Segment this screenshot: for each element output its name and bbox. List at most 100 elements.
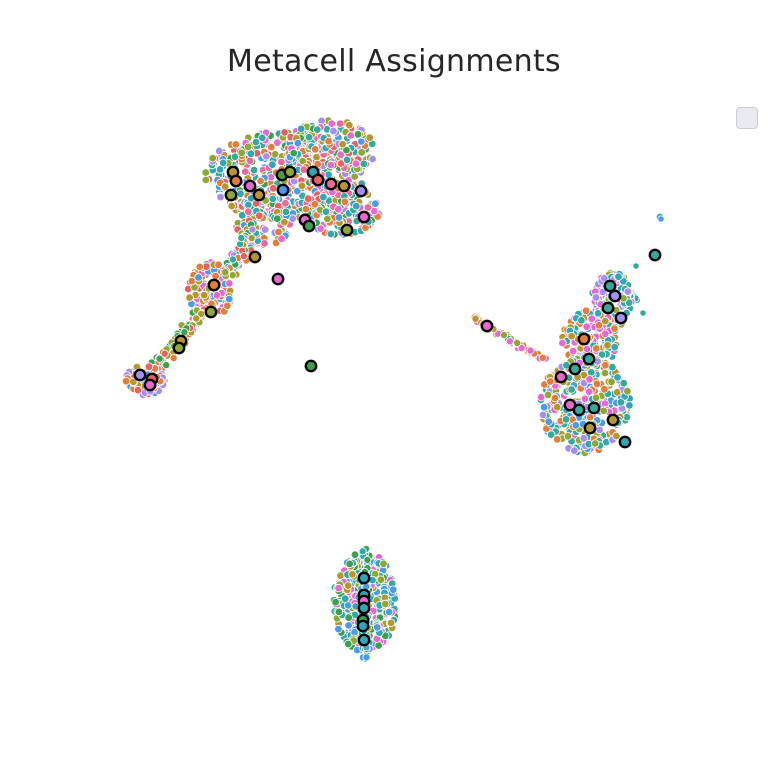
cell-point	[600, 385, 609, 394]
cell-point	[592, 379, 602, 388]
cell-point	[231, 140, 240, 149]
cell-point	[561, 415, 571, 424]
cell-point	[581, 306, 591, 315]
cell-point	[248, 225, 257, 234]
cell-point	[381, 599, 390, 609]
metacell-point	[304, 359, 318, 373]
cell-point	[334, 624, 343, 634]
cell-point	[304, 132, 314, 142]
cell-point	[348, 570, 357, 579]
cell-point	[582, 344, 592, 354]
cell-point	[194, 273, 203, 282]
cell-point	[338, 139, 347, 149]
cell-point	[336, 159, 346, 168]
cell-point	[610, 343, 619, 352]
metacell-point	[648, 248, 662, 262]
cell-point	[185, 293, 194, 302]
cell-point	[544, 417, 553, 426]
cell-point	[350, 172, 359, 181]
cell-point	[612, 431, 621, 441]
cell-point	[358, 547, 367, 556]
cell-point	[220, 182, 230, 191]
cell-point	[601, 316, 610, 326]
cell-point	[269, 184, 278, 193]
cell-point	[301, 204, 311, 214]
cell-point	[386, 618, 396, 628]
cell-point	[334, 213, 344, 222]
cell-point	[612, 388, 622, 397]
cell-point	[256, 176, 265, 186]
metacell-point	[356, 619, 370, 633]
cell-point	[350, 550, 360, 559]
cell-point	[591, 293, 601, 302]
cell-point	[543, 390, 553, 399]
cell-point	[374, 641, 383, 650]
cell-point	[144, 362, 154, 371]
metacell-point	[572, 403, 586, 417]
cell-point	[211, 271, 220, 281]
cell-point	[334, 607, 344, 617]
cell-point	[326, 160, 335, 170]
cell-point	[237, 211, 247, 220]
cell-point	[579, 434, 588, 443]
cell-point	[281, 199, 290, 208]
cell-point	[244, 207, 253, 216]
cell-point	[500, 330, 509, 339]
cell-point	[608, 363, 617, 372]
cell-point	[371, 199, 380, 208]
cell-point	[192, 314, 201, 323]
cell-point	[593, 309, 603, 318]
metacell-point	[252, 188, 266, 202]
cell-point	[220, 268, 230, 277]
cell-point	[363, 555, 372, 564]
metacell-point	[229, 174, 243, 188]
cell-point	[297, 124, 306, 133]
cell-point	[623, 287, 632, 296]
metacell-point	[554, 370, 568, 384]
cell-point	[273, 214, 282, 223]
metacell-point	[337, 179, 351, 193]
cell-point	[579, 379, 589, 388]
cell-point	[214, 146, 224, 156]
cell-point	[274, 227, 283, 237]
cell-point	[613, 373, 622, 382]
cell-point	[240, 167, 250, 176]
cell-point	[297, 181, 307, 190]
cell-point	[280, 217, 289, 227]
cell-point	[363, 203, 373, 212]
cell-point	[345, 559, 354, 569]
cell-point	[365, 133, 374, 142]
cell-point	[376, 575, 386, 584]
cell-point	[133, 385, 143, 395]
cell-point	[614, 272, 623, 281]
cell-point	[236, 189, 245, 198]
cell-point	[623, 387, 632, 396]
cell-point	[326, 229, 336, 239]
cell-point	[353, 130, 363, 139]
metacell-point	[601, 301, 615, 315]
cell-point	[293, 138, 303, 148]
cell-point	[243, 142, 253, 151]
cell-point	[570, 446, 579, 455]
metacell-point	[582, 352, 596, 366]
cell-point	[632, 262, 640, 270]
cell-point	[368, 154, 377, 164]
cell-point	[129, 377, 138, 387]
cell-point	[373, 623, 382, 632]
cell-point	[599, 406, 608, 416]
cell-point	[587, 314, 596, 323]
cell-point	[582, 322, 591, 331]
cell-point	[312, 152, 321, 162]
cell-point	[616, 398, 626, 407]
cell-point	[547, 430, 556, 439]
cell-point	[316, 224, 325, 233]
cell-point	[624, 298, 634, 307]
cell-point	[249, 165, 259, 175]
cell-point	[539, 403, 549, 412]
cell-point	[121, 377, 131, 386]
cell-point	[538, 410, 548, 420]
cell-point	[251, 137, 261, 147]
cell-point	[212, 291, 222, 300]
cell-point	[293, 186, 302, 196]
metacell-point	[243, 179, 257, 193]
